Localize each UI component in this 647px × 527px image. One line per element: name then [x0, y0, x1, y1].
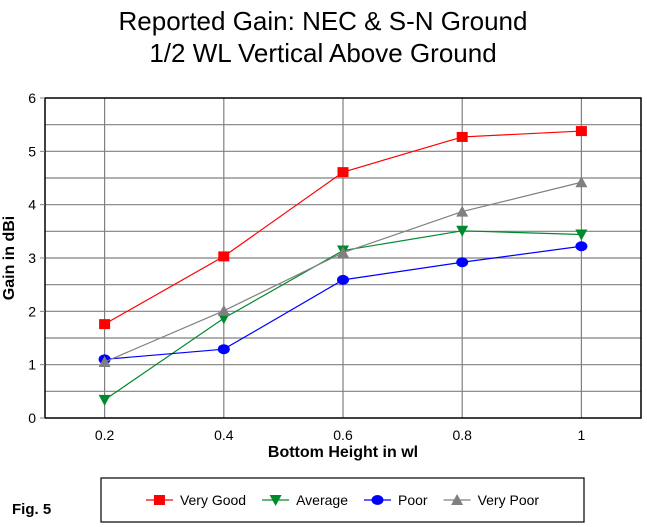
legend-item-very-poor: Very Poor — [443, 492, 540, 508]
y-tick-label: 4 — [28, 197, 36, 213]
legend-box — [100, 477, 585, 523]
series-layer — [98, 126, 588, 406]
chart-title-line-2: 1/2 WL Vertical Above Ground — [149, 38, 496, 68]
series-very-poor — [98, 176, 588, 367]
x-tick-label: 0.2 — [95, 427, 115, 443]
data-point-very-good — [99, 319, 111, 330]
y-axis-ticks: 0 1 2 3 4 5 6 — [28, 90, 45, 426]
legend-label: Very Good — [180, 492, 246, 508]
data-point-average — [575, 229, 588, 241]
data-point-poor — [456, 257, 469, 268]
x-axis-ticks: 0.2 0.4 0.6 0.8 1 — [95, 427, 586, 443]
y-tick-label: 6 — [28, 90, 36, 106]
data-point-poor — [217, 344, 230, 355]
series-poor — [98, 241, 588, 365]
data-point-average — [98, 394, 111, 406]
x-tick-label: 1 — [578, 427, 586, 443]
legend-marker-average — [269, 495, 282, 506]
legend-item-poor: Poor — [364, 492, 428, 508]
data-point-very-poor — [217, 304, 230, 316]
chart-title-line-1: Reported Gain: NEC & S-N Ground — [119, 6, 528, 36]
data-point-very-good — [337, 167, 349, 178]
legend-item-very-good: Very Good — [145, 492, 246, 508]
legend: Very Good Average Poor Very Poor — [100, 477, 585, 523]
legend-item-average: Average — [262, 492, 348, 508]
data-point-very-good — [456, 131, 468, 142]
legend-label: Poor — [398, 492, 428, 508]
grid — [45, 98, 641, 418]
legend-marker-very-poor — [451, 494, 464, 505]
data-point-very-poor — [575, 176, 588, 188]
legend-label: Very Poor — [478, 492, 540, 508]
data-point-average — [217, 313, 230, 325]
y-tick-label: 0 — [28, 410, 36, 426]
data-point-poor — [337, 274, 349, 285]
data-point-very-poor — [456, 205, 469, 217]
legend-marker-poor — [371, 495, 384, 505]
legend-label: Average — [296, 492, 348, 508]
data-point-very-poor — [337, 246, 349, 258]
series-very-good — [99, 126, 587, 330]
x-tick-label: 0.4 — [214, 427, 234, 443]
x-tick-label: 0.8 — [452, 427, 472, 443]
data-point-poor — [575, 241, 588, 252]
legend-marker-very-good — [153, 495, 165, 505]
x-axis-label: Bottom Height in wl — [268, 444, 418, 461]
x-tick-label: 0.6 — [333, 427, 353, 443]
data-point-very-poor — [98, 356, 111, 367]
data-point-very-good — [575, 126, 587, 137]
data-point-average — [456, 225, 469, 237]
y-tick-label: 1 — [28, 357, 36, 373]
y-tick-label: 2 — [28, 303, 36, 319]
y-axis-label: Gain in dBi — [1, 216, 18, 300]
figure-label: Fig. 5 — [12, 501, 51, 518]
y-tick-label: 3 — [28, 250, 36, 266]
y-tick-label: 5 — [28, 143, 36, 159]
data-point-very-good — [218, 251, 230, 262]
